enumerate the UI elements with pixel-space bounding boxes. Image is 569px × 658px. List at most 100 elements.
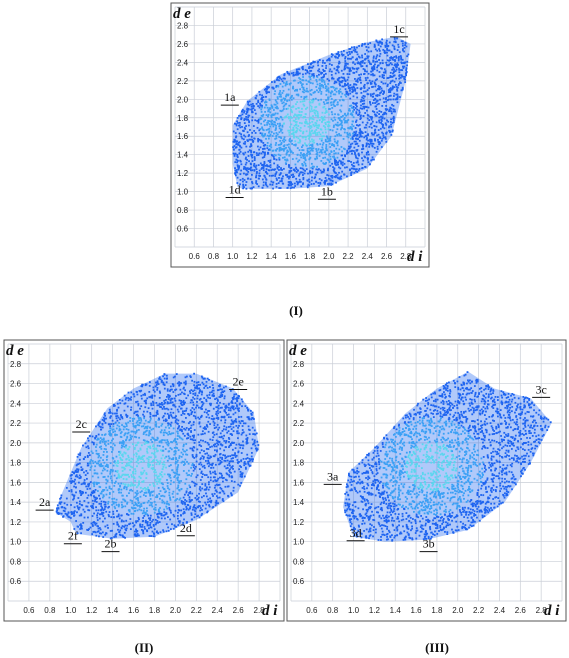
scatter-point — [156, 530, 158, 533]
scatter-point — [360, 135, 363, 138]
scatter-point — [370, 73, 373, 76]
scatter-point — [77, 508, 80, 511]
scatter-point — [235, 443, 238, 446]
scatter-point — [124, 467, 126, 470]
scatter-point — [245, 467, 247, 470]
scatter-point — [334, 123, 337, 126]
scatter-point — [313, 109, 316, 112]
scatter-point — [303, 125, 306, 127]
scatter-point — [372, 85, 374, 88]
scatter-point — [216, 450, 218, 453]
scatter-point — [129, 465, 132, 468]
scatter-point — [123, 531, 126, 534]
scatter-point — [351, 91, 354, 93]
scatter-point — [395, 77, 397, 80]
scatter-point — [346, 66, 349, 69]
scatter-point — [400, 40, 403, 43]
scatter-point — [127, 461, 130, 464]
scatter-point — [353, 131, 356, 134]
scatter-point — [382, 136, 385, 139]
scatter-point — [231, 466, 233, 468]
scatter-point — [330, 183, 333, 186]
scatter-point — [304, 142, 306, 145]
scatter-point — [317, 168, 319, 171]
scatter-point — [90, 450, 93, 453]
scatter-point — [260, 100, 263, 103]
scatter-point — [355, 111, 358, 114]
scatter-point — [393, 38, 396, 40]
scatter-point — [402, 67, 405, 69]
scatter-point — [190, 466, 193, 469]
scatter-point — [302, 130, 305, 133]
scatter-point — [198, 468, 201, 471]
scatter-point — [92, 443, 95, 446]
scatter-point — [312, 132, 315, 135]
scatter-point — [297, 81, 300, 84]
scatter-point — [304, 121, 306, 124]
scatter-point — [304, 136, 307, 138]
scatter-point — [65, 486, 68, 489]
scatter-point — [276, 167, 279, 170]
scatter-point — [79, 476, 82, 478]
scatter-point — [344, 62, 347, 65]
scatter-point — [333, 104, 336, 107]
scatter-point — [150, 395, 152, 398]
scatter-point — [286, 99, 288, 102]
scatter-point — [239, 150, 242, 153]
scatter-point — [232, 146, 234, 149]
scatter-point — [223, 425, 226, 428]
scatter-point — [327, 174, 330, 177]
scatter-point — [352, 49, 355, 52]
scatter-point — [338, 80, 341, 83]
scatter-point — [268, 120, 271, 123]
scatter-point — [341, 92, 344, 95]
scatter-point — [258, 148, 260, 151]
scatter-point — [162, 466, 165, 468]
scatter-point — [227, 494, 229, 497]
scatter-point — [189, 505, 192, 508]
scatter-point — [389, 87, 392, 89]
scatter-point — [173, 515, 176, 518]
scatter-point — [338, 148, 341, 151]
scatter-point — [218, 491, 221, 494]
scatter-point — [361, 56, 364, 59]
scatter-point — [172, 411, 175, 414]
scatter-point — [146, 524, 149, 527]
scatter-point — [209, 391, 211, 394]
scatter-point — [342, 99, 345, 102]
scatter-point — [334, 140, 336, 143]
scatter-point — [322, 86, 325, 89]
scatter-point — [152, 468, 154, 471]
scatter-point — [273, 158, 275, 160]
scatter-point — [352, 125, 355, 128]
scatter-point — [272, 149, 275, 152]
scatter-point — [158, 441, 161, 444]
scatter-point — [341, 164, 344, 167]
scatter-point — [371, 133, 374, 136]
scatter-point — [322, 79, 325, 82]
scatter-point — [254, 112, 257, 115]
scatter-point — [165, 455, 168, 458]
scatter-point — [200, 514, 203, 517]
scatter-point — [158, 512, 160, 515]
scatter-point — [180, 480, 182, 482]
scatter-point — [293, 135, 295, 138]
scatter-point — [229, 468, 231, 471]
scatter-point — [285, 115, 288, 118]
scatter-point — [161, 407, 164, 410]
scatter-point — [215, 426, 218, 429]
scatter-point — [152, 445, 154, 448]
scatter-point — [171, 397, 174, 400]
scatter-point — [318, 131, 321, 134]
scatter-point — [297, 106, 300, 109]
scatter-point — [103, 468, 106, 471]
scatter-point — [283, 136, 286, 139]
scatter-point — [182, 401, 185, 404]
scatter-point — [223, 434, 225, 437]
scatter-point — [367, 157, 369, 160]
scatter-point — [116, 465, 119, 467]
scatter-point — [372, 55, 375, 58]
scatter-point — [338, 60, 341, 63]
scatter-point — [115, 535, 117, 538]
scatter-point — [306, 152, 308, 155]
